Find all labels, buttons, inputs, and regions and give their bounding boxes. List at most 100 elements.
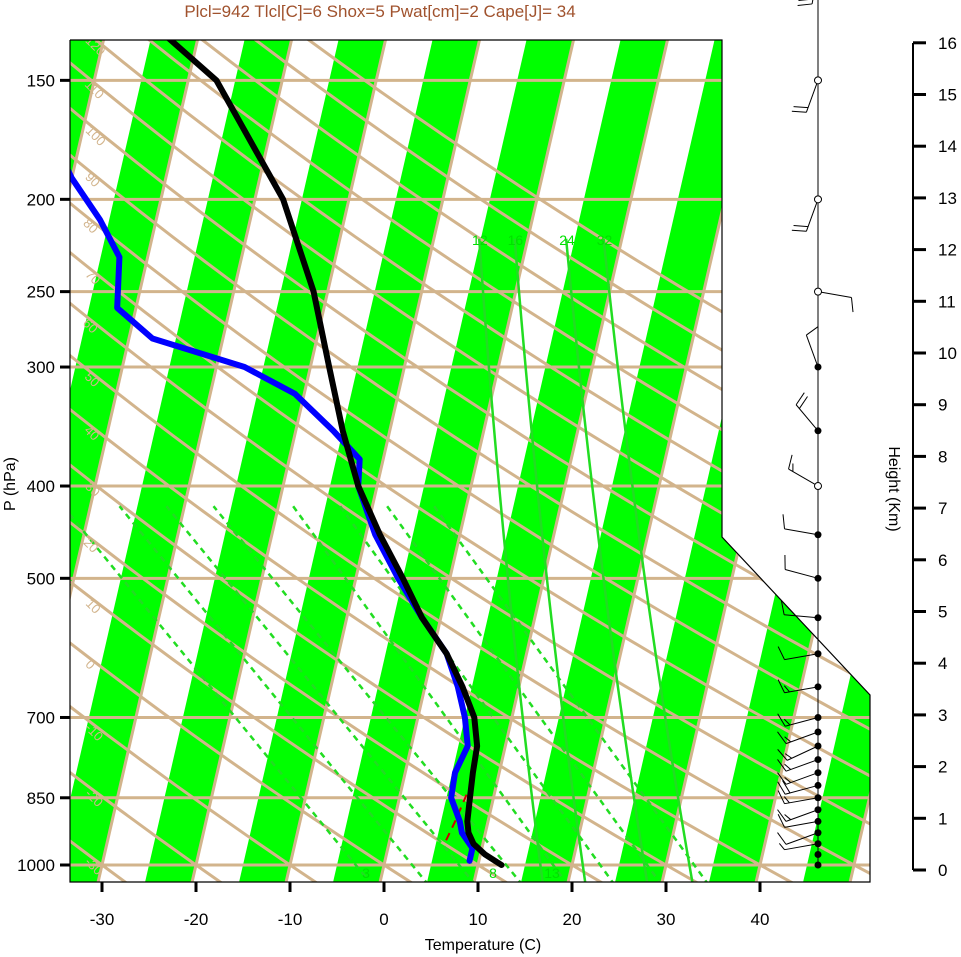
dry-adiabat-line [70, 40, 703, 882]
y-tick-label: 200 [27, 190, 55, 209]
height-tick-label: 2 [938, 758, 947, 777]
temperature-band [896, 0, 961, 885]
mixing-ratio-label: 32 [597, 232, 613, 248]
wind-barb-staff [805, 334, 819, 368]
temperature-band [238, 40, 509, 882]
wind-barb-staff [784, 653, 819, 661]
wind-barb-flag [784, 736, 792, 743]
isotherm-line [70, 40, 135, 882]
x-tick-label: -20 [184, 910, 209, 929]
y-tick-label: 500 [27, 569, 55, 588]
theta-label: 90 [82, 169, 103, 190]
wind-barb-flag [784, 763, 792, 770]
wind-barb-staff [785, 784, 819, 795]
height-tick-label: 11 [938, 292, 956, 311]
wind-barb-staff [795, 404, 819, 432]
height-tick-label: 12 [938, 241, 957, 260]
wind-barb-flag [793, 225, 809, 228]
isotherm-label: 30 [784, 322, 805, 343]
wind-barb-staff [784, 797, 819, 805]
temperature-band [0, 0, 39, 885]
y-tick-label: 400 [27, 477, 55, 496]
wind-barb-flag [777, 759, 787, 772]
x-tick-label: 30 [657, 910, 676, 929]
parcel-path [445, 782, 473, 841]
moist-adiabat-line [339, 505, 616, 882]
temperature-line [80, 40, 505, 868]
isotherm-line [95, 40, 323, 882]
wind-barb-flag [777, 832, 787, 845]
wind-barb-staff [817, 291, 852, 299]
parcel-path-line [445, 782, 473, 841]
wind-barb-flag [784, 753, 793, 759]
wind-barb-staff [785, 569, 819, 579]
x-tick-label: -10 [278, 910, 303, 929]
isotherm-labels: 30 20 [725, 172, 805, 343]
y-tick-label: 300 [27, 358, 55, 377]
wind-barb-flag [777, 814, 785, 828]
y-tick-label: 850 [27, 789, 55, 808]
height-tick-label: 8 [938, 447, 947, 466]
wind-point [814, 851, 822, 859]
dry-adiabat-line [70, 40, 798, 882]
sounding-profiles [70, 40, 505, 868]
moist-adiabat-lines [70, 505, 710, 882]
wind-barb-flag [806, 326, 819, 336]
temperature-band [144, 40, 415, 882]
x-tick-label: -30 [90, 910, 115, 929]
wind-point [814, 861, 822, 869]
isotherm-line [943, 0, 961, 885]
wind-barb-staff [785, 716, 819, 727]
height-tick-label: 4 [938, 654, 947, 673]
moist-adiabat-label: 8 [489, 865, 497, 881]
dry-adiabat-line [70, 40, 321, 882]
wind-barb-flag [777, 713, 786, 727]
wind-barb-flag [777, 790, 785, 804]
moist-adiabat-line [118, 505, 430, 882]
height-tick-label: 6 [938, 551, 947, 570]
y-axis-label: P (hPa) [2, 457, 19, 511]
wind-barb-staff [811, 0, 814, 5]
x-tick-label: 40 [751, 910, 770, 929]
theta-label: 100 [83, 123, 109, 149]
height-tick-label: 16 [938, 34, 957, 53]
wind-barb-flag [784, 777, 792, 784]
dry-adiabat-line [70, 40, 417, 882]
dry-adiabat-line [70, 40, 870, 882]
mixing-ratio-label: 12 [472, 232, 488, 248]
wind-barb-staff [785, 731, 819, 745]
dry-adiabat-line [70, 40, 870, 882]
mixing-ratio-line [477, 238, 545, 882]
temperature-band [426, 40, 697, 882]
isotherm-line [0, 0, 39, 885]
wind-barb-flag [795, 392, 805, 406]
y-tick-label: 150 [27, 71, 55, 90]
dry-adiabat-line [70, 40, 870, 882]
dry-adiabat-line [70, 40, 870, 882]
dry-adiabat-line [70, 40, 870, 882]
wind-barb-flag [783, 718, 791, 726]
wind-barb-staff [788, 468, 819, 487]
height-tick-label: 14 [938, 137, 957, 156]
moist-adiabat-label: 13 [544, 865, 560, 881]
wind-barb-staff [786, 745, 819, 761]
wind-barb-flag [777, 809, 787, 822]
wind-point-open [814, 482, 822, 491]
wind-barb-flag [777, 679, 785, 693]
height-tick-label: 1 [938, 809, 947, 828]
height-tick-label: 3 [938, 706, 947, 725]
temperature-band [70, 40, 227, 882]
wind-barb-flag [850, 297, 854, 313]
wind-barb-flag [783, 796, 790, 804]
height-tick-label: 0 [938, 861, 947, 880]
moist-adiabat-label: 3 [362, 865, 370, 881]
wind-barb-flag [782, 780, 791, 794]
wind-point-open [814, 195, 822, 204]
y-tick-label: 700 [27, 708, 55, 727]
height-tick-label: 15 [938, 86, 957, 105]
moist-adiabat-line [70, 505, 374, 882]
temperature-band [70, 40, 321, 882]
chart-title: Plcl=942 Tlcl[C]=6 Shox=5 Pwat[cm]=2 Cap… [184, 2, 575, 21]
